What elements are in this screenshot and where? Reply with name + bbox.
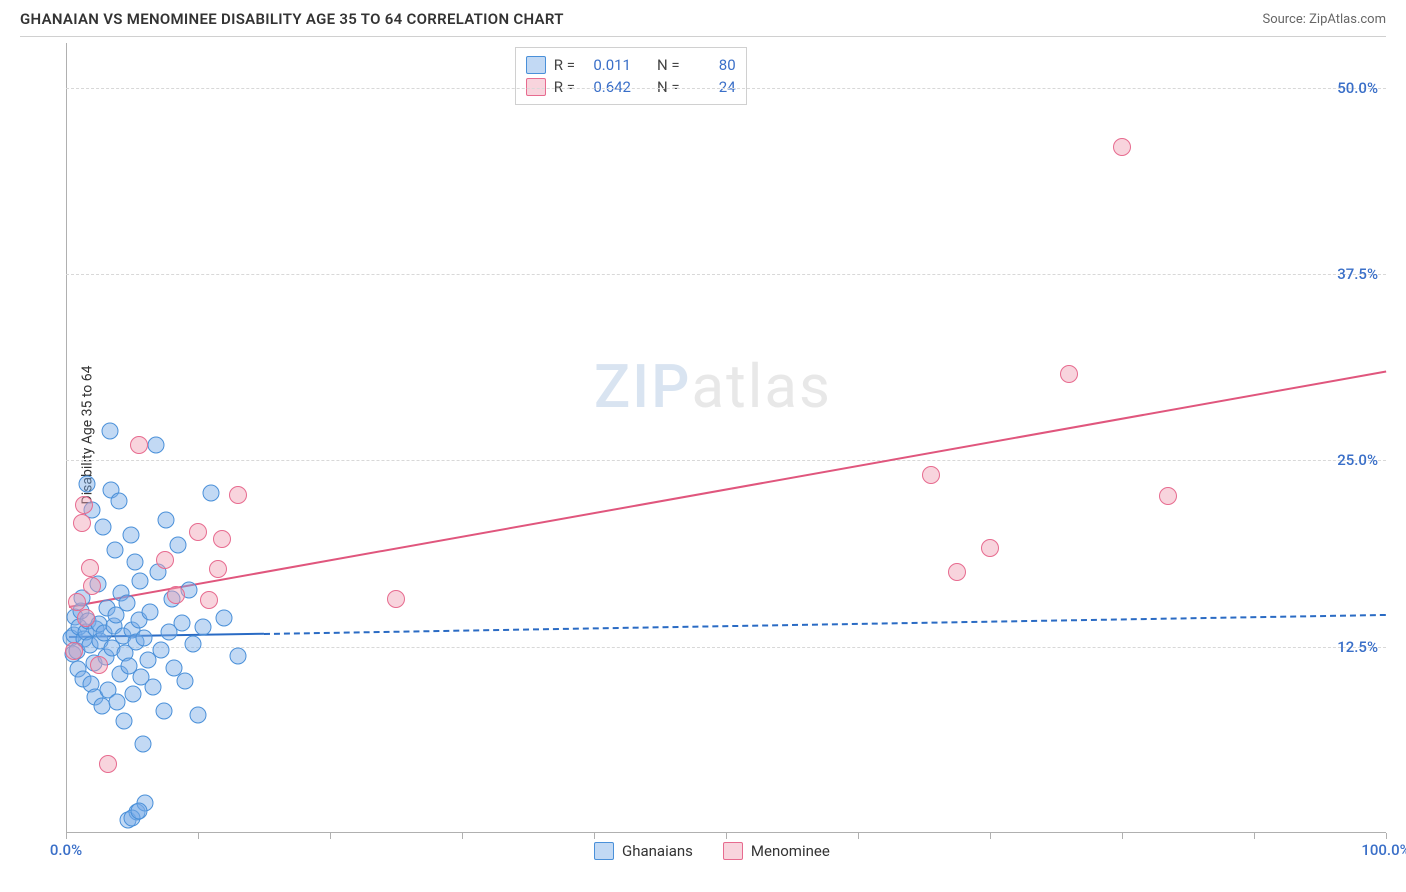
- trend-line: [68, 371, 1386, 608]
- data-point: [176, 672, 193, 689]
- data-point: [130, 436, 148, 454]
- gridline: [66, 88, 1386, 89]
- data-point: [109, 693, 126, 710]
- data-point: [155, 702, 172, 719]
- data-point: [134, 735, 151, 752]
- x-tick: [594, 833, 595, 839]
- data-point: [229, 486, 247, 504]
- data-point: [94, 519, 111, 536]
- data-point: [106, 541, 123, 558]
- n-label: N =: [657, 56, 680, 74]
- data-point: [135, 629, 152, 646]
- data-point: [948, 563, 966, 581]
- data-point: [93, 698, 110, 715]
- data-point: [130, 802, 147, 819]
- n-value: 80: [688, 56, 736, 74]
- legend-item: Ghanaians: [594, 842, 693, 860]
- r-label: R =: [554, 56, 575, 74]
- x-tick: [1254, 833, 1255, 839]
- data-point: [922, 466, 940, 484]
- data-point: [147, 437, 164, 454]
- data-point: [170, 537, 187, 554]
- data-point: [158, 511, 175, 528]
- data-point: [90, 656, 108, 674]
- x-tick: [1122, 833, 1123, 839]
- source-label: Source: ZipAtlas.com: [1262, 12, 1386, 27]
- data-point: [126, 553, 143, 570]
- data-point: [213, 530, 231, 548]
- data-point: [200, 591, 218, 609]
- y-tick-label: 50.0%: [1337, 79, 1378, 97]
- data-point: [101, 422, 118, 439]
- data-point: [387, 590, 405, 608]
- data-point: [174, 614, 191, 631]
- legend-label: Ghanaians: [622, 842, 693, 860]
- series-legend: Ghanaians Menominee: [594, 842, 830, 860]
- data-point: [118, 595, 135, 612]
- data-point: [73, 514, 91, 532]
- legend-item: Menominee: [723, 842, 830, 860]
- x-min-label: 0.0%: [50, 841, 82, 859]
- data-point: [190, 707, 207, 724]
- data-point: [1159, 487, 1177, 505]
- data-point: [145, 678, 162, 695]
- data-point: [125, 686, 142, 703]
- legend-swatch: [526, 56, 546, 74]
- data-point: [68, 593, 86, 611]
- legend-row: R = 0.011 N = 80: [526, 54, 736, 76]
- data-point: [83, 577, 101, 595]
- x-tick: [66, 833, 67, 839]
- data-point: [216, 610, 233, 627]
- chart-container: Disability Age 35 to 64 ZIPatlas R =0.01…: [20, 36, 1386, 833]
- x-tick: [330, 833, 331, 839]
- data-point: [189, 523, 207, 541]
- data-point: [116, 713, 133, 730]
- data-point: [81, 559, 99, 577]
- x-tick: [1386, 833, 1387, 839]
- data-point: [79, 476, 96, 493]
- x-tick: [726, 833, 727, 839]
- trend-line: [264, 614, 1386, 635]
- legend-label: Menominee: [751, 842, 830, 860]
- gridline: [66, 647, 1386, 648]
- data-point: [75, 496, 93, 514]
- x-tick: [990, 833, 991, 839]
- data-point: [65, 642, 83, 660]
- data-point: [195, 619, 212, 636]
- gridline: [66, 460, 1386, 461]
- x-tick: [462, 833, 463, 839]
- data-point: [203, 485, 220, 502]
- data-point: [229, 647, 246, 664]
- watermark: ZIPatlas: [594, 351, 832, 422]
- data-point: [99, 755, 117, 773]
- data-point: [184, 635, 201, 652]
- data-point: [142, 604, 159, 621]
- data-point: [167, 586, 185, 604]
- data-point: [209, 560, 227, 578]
- data-point: [110, 492, 127, 509]
- gridline: [66, 274, 1386, 275]
- legend-swatch: [594, 842, 614, 860]
- data-point: [1113, 138, 1131, 156]
- y-tick-label: 37.5%: [1337, 265, 1378, 283]
- data-point: [122, 526, 139, 543]
- y-tick-label: 12.5%: [1337, 638, 1378, 656]
- data-point: [131, 573, 148, 590]
- correlation-legend: R =0.011N =80R =0.642N =24: [515, 47, 747, 105]
- x-tick: [198, 833, 199, 839]
- data-point: [981, 539, 999, 557]
- data-point: [153, 641, 170, 658]
- r-value: 0.011: [583, 56, 631, 74]
- chart-title: GHANAIAN VS MENOMINEE DISABILITY AGE 35 …: [20, 10, 564, 28]
- data-point: [1060, 365, 1078, 383]
- x-max-label: 100.0%: [1361, 841, 1406, 859]
- y-tick-label: 25.0%: [1337, 451, 1378, 469]
- data-point: [77, 609, 95, 627]
- data-point: [156, 551, 174, 569]
- plot-area: ZIPatlas R =0.011N =80R =0.642N =24 Ghan…: [66, 43, 1386, 833]
- x-tick: [858, 833, 859, 839]
- legend-swatch: [723, 842, 743, 860]
- y-axis: [66, 43, 67, 833]
